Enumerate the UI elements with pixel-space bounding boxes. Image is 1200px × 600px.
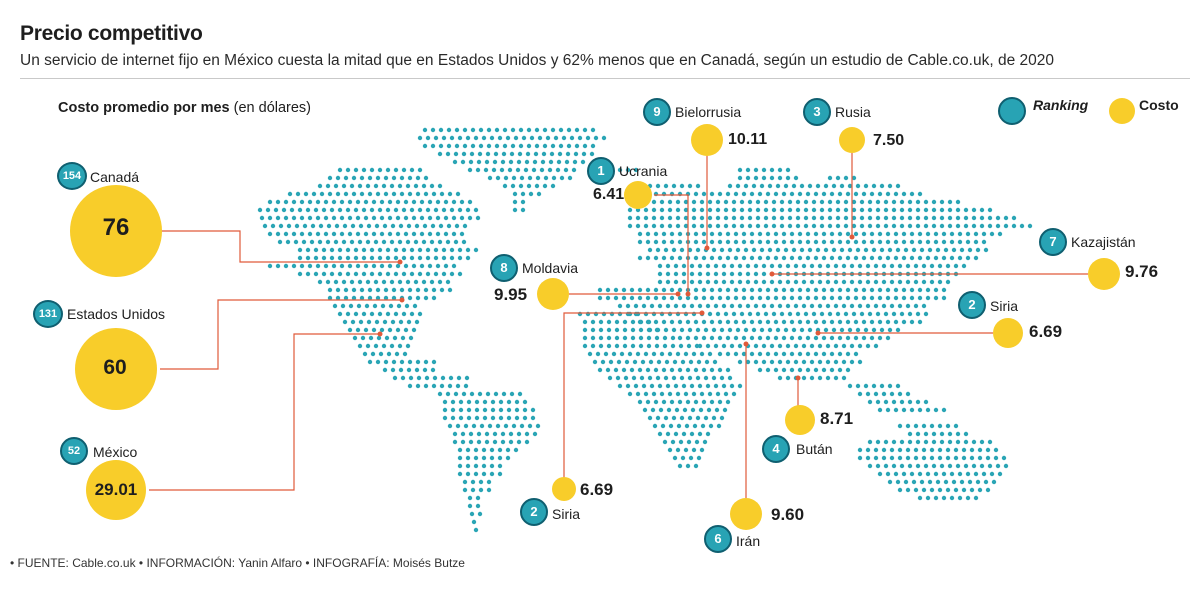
rank-badge-kazajistan: 7 [1039, 228, 1067, 256]
country-label-ucrania: Ucrania [619, 163, 668, 179]
location-marker-kazajistan [769, 271, 775, 277]
world-map-dots [257, 127, 1033, 533]
legend-rank-marker [998, 97, 1026, 125]
section-label-bold: Costo promedio por mes [58, 100, 230, 116]
cost-bubble-bielorrusia [691, 124, 723, 156]
location-marker-butan [815, 330, 821, 336]
leader-line-eeuu [160, 299, 402, 370]
page-subtitle: Un servicio de internet fijo en México c… [20, 52, 1054, 69]
location-marker-canada [397, 259, 403, 265]
rank-badge-rusia: 3 [803, 98, 831, 126]
cost-bubble-canada [70, 185, 162, 277]
location-marker-mexico [377, 331, 383, 337]
country-label-iran: Irán [736, 533, 761, 549]
cost-value-bielorrusia: 10.11 [728, 131, 768, 148]
location-marker-rusia [849, 234, 855, 240]
rank-badge-ucrania: 1 [587, 157, 615, 185]
cost-bubble-moldavia [537, 278, 569, 310]
cost-bubbles [70, 98, 1135, 530]
location-marker-srilanka [795, 375, 801, 381]
legend-ranking-label: Ranking [1033, 97, 1089, 113]
leader-line-canada [160, 230, 400, 263]
cost-bubble-legend-costo [1109, 98, 1135, 124]
cost-value-kazajistan: 9.76 [1125, 262, 1159, 281]
leader-line-ucrania [654, 194, 689, 294]
leader-line-mexico [149, 333, 380, 491]
rank-badge-butan: 2 [958, 291, 986, 319]
cost-value-eeuu: 60 [103, 356, 127, 379]
rank-badge-eeuu: 131 [33, 300, 63, 328]
rank-badge-canada: 154 [57, 162, 87, 190]
cost-value-mexico: 29.01 [94, 480, 138, 499]
cost-value-butan: 6.69 [1029, 322, 1063, 341]
country-label-canada: Canadá [90, 169, 140, 185]
cost-value-canada: 76 [102, 214, 130, 241]
cost-bubble-srilanka [785, 405, 815, 435]
source-credits: • FUENTE: Cable.co.uk • INFORMACIÓN: Yan… [10, 556, 465, 570]
cost-bubble-mexico [86, 460, 146, 520]
rank-badge-srilanka: 4 [762, 435, 790, 463]
country-label-siria: Siria [552, 506, 581, 522]
country-label-bielorrusia: Bielorrusia [675, 104, 742, 120]
page-title: Precio competitivo [20, 22, 203, 45]
section-label-unit: (en dólares) [229, 100, 312, 116]
legend-ranking: Ranking [1033, 97, 1088, 113]
cost-value-rusia: 7.50 [873, 132, 905, 149]
cost-bubble-iran [730, 498, 762, 530]
rank-badge-mexico: 52 [60, 437, 88, 465]
leader-lines [149, 153, 1088, 498]
location-marker-siria [699, 310, 705, 316]
country-label-mexico: México [93, 444, 138, 460]
cost-value-iran: 9.60 [771, 505, 805, 524]
location-marker-moldavia [675, 291, 681, 297]
location-marker-eeuu [399, 297, 405, 303]
cost-value-srilanka: 8.71 [820, 409, 854, 428]
rank-badge-bielorrusia: 9 [643, 98, 671, 126]
country-label-srilanka: Bután [796, 441, 833, 457]
cost-bubble-butan [993, 318, 1023, 348]
location-marker-ucrania [685, 291, 691, 297]
rank-badge-siria: 2 [520, 498, 548, 526]
cost-value-moldavia: 9.95 [494, 285, 528, 304]
cost-bubble-kazajistan [1088, 258, 1120, 290]
country-label-butan: Siria [990, 298, 1019, 314]
rank-badge-iran: 6 [704, 525, 732, 553]
cost-bubble-ucrania [624, 181, 652, 209]
rank-badge-moldavia: 8 [490, 254, 518, 282]
location-marker-bielorrusia [704, 245, 710, 251]
leader-line-siria [563, 312, 702, 478]
country-label-moldavia: Moldavia [522, 260, 579, 276]
legend-costo-label: Costo [1139, 97, 1179, 113]
location-marker-iran [743, 341, 749, 347]
cost-value-ucrania: 6.41 [593, 186, 625, 203]
country-label-eeuu: Estados Unidos [67, 306, 166, 322]
country-label-kazajistan: Kazajistán [1071, 234, 1136, 250]
cost-value-siria: 6.69 [580, 480, 614, 499]
cost-bubble-eeuu [75, 328, 157, 410]
section-label: Costo promedio por mes (en dólares) [58, 100, 311, 116]
header-divider [20, 78, 1190, 79]
country-label-rusia: Rusia [835, 104, 871, 120]
cost-bubble-rusia [839, 127, 865, 153]
cost-bubble-siria [552, 477, 576, 501]
